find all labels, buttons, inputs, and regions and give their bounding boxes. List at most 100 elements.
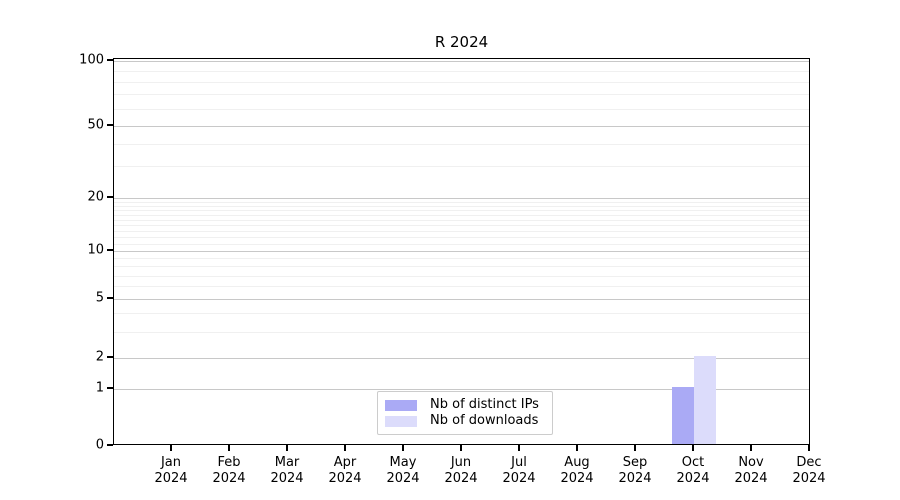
gridline [114, 266, 809, 268]
x-tick-label-month: May [389, 455, 417, 470]
gridline [114, 219, 809, 221]
x-tick-label-month: Mar [274, 455, 300, 470]
chart-legend: Nb of distinct IPs Nb of downloads [377, 391, 553, 435]
gridline [114, 251, 809, 252]
x-tick-label-year: 2024 [386, 471, 420, 486]
y-tick-mark [107, 297, 113, 299]
x-tick-label: Jan 2024 [131, 455, 211, 487]
gridline [114, 70, 809, 72]
x-tick-mark [460, 445, 462, 451]
x-tick-label: Oct 2024 [653, 455, 733, 487]
x-tick-label-year: 2024 [328, 471, 362, 486]
gridline [114, 230, 809, 232]
y-tick-label: 2 [95, 349, 104, 365]
x-tick-label: Dec 2024 [769, 455, 849, 487]
gridline [114, 299, 809, 300]
x-tick-label-year: 2024 [676, 471, 710, 486]
x-tick-mark [634, 445, 636, 451]
x-tick-label: Aug 2024 [537, 455, 617, 487]
x-tick-mark [402, 445, 404, 451]
y-tick-label: 50 [87, 117, 104, 133]
gridline [114, 206, 809, 208]
x-tick-label-month: Jan [160, 455, 182, 470]
x-tick-mark [344, 445, 346, 451]
gridline [114, 286, 809, 288]
gridline [114, 201, 809, 203]
x-tick-mark [170, 445, 172, 451]
gridline [114, 126, 809, 127]
x-tick-mark [808, 445, 810, 451]
bar [672, 387, 694, 444]
gridline [114, 210, 809, 212]
x-tick-label-year: 2024 [154, 471, 188, 486]
x-tick-label-month: Oct [681, 455, 705, 470]
gridline [114, 275, 809, 277]
x-tick-mark [576, 445, 578, 451]
x-tick-label-year: 2024 [270, 471, 304, 486]
gridline [114, 225, 809, 227]
x-tick-mark [518, 445, 520, 451]
x-tick-mark [286, 445, 288, 451]
legend-item[interactable]: Nb of downloads [385, 413, 544, 429]
bar [694, 356, 716, 444]
gridline [114, 358, 809, 359]
x-tick-label-year: 2024 [734, 471, 768, 486]
gridline [114, 143, 809, 145]
x-tick-label: Sep 2024 [595, 455, 675, 487]
y-tick-label: 20 [87, 189, 104, 205]
x-tick-label: May 2024 [363, 455, 443, 487]
gridline [114, 331, 809, 333]
x-tick-label-year: 2024 [618, 471, 652, 486]
gridline [114, 389, 809, 390]
y-tick-label: 5 [95, 290, 104, 306]
y-tick-mark [107, 196, 113, 198]
gridline [114, 166, 809, 168]
y-tick-mark [107, 444, 113, 446]
x-tick-label-year: 2024 [560, 471, 594, 486]
y-tick-mark [107, 59, 113, 61]
x-tick-label: Jun 2024 [421, 455, 501, 487]
gridline [114, 243, 809, 245]
x-tick-label: Nov 2024 [711, 455, 791, 487]
x-tick-label-month: Apr [333, 455, 357, 470]
gridline [114, 215, 809, 217]
legend-swatch-downloads [385, 415, 417, 427]
x-tick-mark [692, 445, 694, 451]
gridline [114, 108, 809, 110]
gridline [114, 81, 809, 83]
y-tick-mark [107, 387, 113, 389]
x-tick-label-month: Aug [564, 455, 590, 470]
x-tick-label-year: 2024 [792, 471, 826, 486]
x-tick-label: Feb 2024 [189, 455, 269, 487]
x-tick-label-year: 2024 [502, 471, 536, 486]
x-tick-label-year: 2024 [212, 471, 246, 486]
y-tick-label: 1 [95, 380, 104, 396]
gridline [114, 61, 809, 62]
y-tick-mark [107, 249, 113, 251]
x-tick-label-year: 2024 [444, 471, 478, 486]
legend-label-distinct-ips: Nb of distinct IPs [430, 397, 539, 412]
x-tick-label: Mar 2024 [247, 455, 327, 487]
y-axis: 0 1 2 5 10 20 50 100 [0, 0, 104, 500]
x-tick-label-month: Nov [738, 455, 764, 470]
gridline [114, 94, 809, 96]
legend-swatch-distinct-ips [385, 399, 417, 411]
y-tick-mark [107, 356, 113, 358]
y-tick-label: 10 [87, 242, 104, 258]
x-tick-label-month: Dec [796, 455, 822, 470]
x-tick-mark [228, 445, 230, 451]
x-tick-label: Apr 2024 [305, 455, 385, 487]
legend-item[interactable]: Nb of distinct IPs [385, 397, 544, 413]
legend-label-downloads: Nb of downloads [430, 413, 539, 428]
x-tick-label-month: Jul [511, 455, 527, 470]
gridline [114, 258, 809, 260]
x-tick-label-month: Jun [450, 455, 472, 470]
y-tick-label: 0 [95, 437, 104, 453]
y-tick-label: 100 [79, 52, 104, 68]
x-tick-mark [750, 445, 752, 451]
x-tick-label: Jul 2024 [479, 455, 559, 487]
x-tick-label-month: Feb [217, 455, 241, 470]
gridline [114, 237, 809, 239]
gridline [114, 198, 809, 199]
